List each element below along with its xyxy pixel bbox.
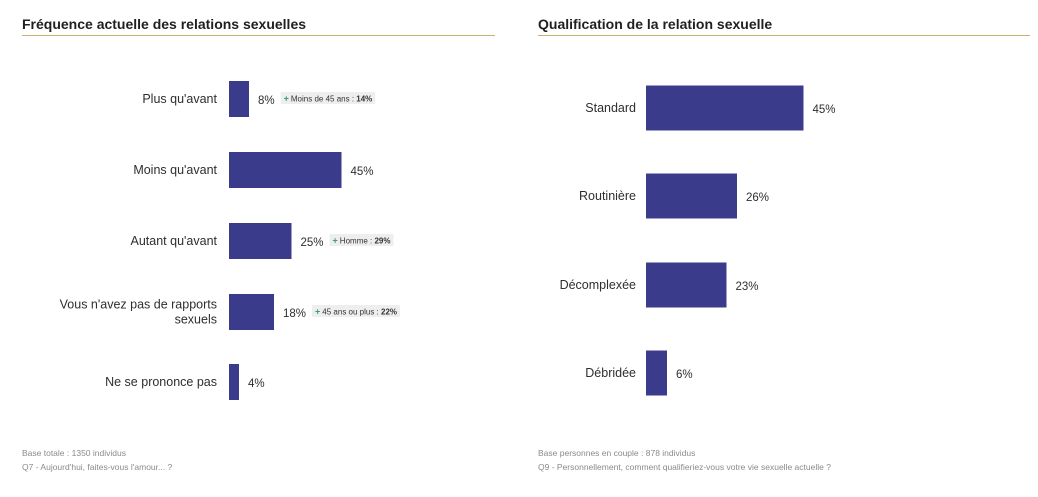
right-chart-title: Qualification de la relation sexuelle <box>538 16 773 32</box>
left-annotation-bg <box>280 92 376 104</box>
right-value-label: 45% <box>813 104 836 116</box>
left-bar <box>229 364 239 400</box>
left-value-label: 45% <box>351 166 374 178</box>
right-bar <box>646 85 804 131</box>
left-chart-title: Fréquence actuelle des relations sexuell… <box>22 16 307 32</box>
left-annotation-bg <box>329 234 394 246</box>
left-footnote-question: Q7 - Aujourd'hui, faites-vous l'amour...… <box>22 462 173 472</box>
left-category-label: Autant qu'avant <box>131 234 218 248</box>
left-value-label: 4% <box>248 378 265 390</box>
left-annotation-value: 22% <box>381 308 397 317</box>
right-value-label: 23% <box>736 281 759 293</box>
left-bar <box>229 152 342 188</box>
left-annotation-text: + Homme : 29% <box>333 236 391 246</box>
right-footnote-question: Q9 - Personnellement, comment qualifieri… <box>538 462 831 472</box>
plus-icon: + <box>333 236 338 246</box>
right-bar <box>646 262 727 308</box>
left-annotation-bg <box>312 305 401 317</box>
plus-icon: + <box>315 307 320 317</box>
left-annotation-tag: + Moins de 45 ans : 14% <box>280 92 376 104</box>
right-footnote-base: Base personnes en couple : 878 individus <box>538 448 696 458</box>
left-annotation-label: Moins de 45 ans : <box>291 95 356 104</box>
right-bar-chart: Standard 45% Routinière 26% Décomplexée 23% Dé… <box>560 85 836 396</box>
left-category-label: Vous n'avez pas de rapports <box>60 298 217 312</box>
right-title-rule <box>538 35 1030 36</box>
right-bar <box>646 350 667 396</box>
right-value-label: 6% <box>676 369 693 381</box>
left-category-label: Ne se prononce pas <box>105 375 217 389</box>
right-category-label: Débridée <box>585 366 636 380</box>
left-bar <box>229 223 292 259</box>
left-value-label: 25% <box>301 237 324 249</box>
right-category-label: Routinière <box>579 189 636 203</box>
left-annotation-text: +45 ans ou plus : 22% <box>315 307 397 317</box>
plus-icon: + <box>284 94 289 104</box>
left-bar <box>229 294 274 330</box>
left-category-label: sexuels <box>175 313 217 327</box>
left-footnote-base: Base totale : 1350 individus <box>22 448 126 458</box>
right-category-label: Standard <box>585 101 636 115</box>
left-value-label: 8% <box>258 95 275 107</box>
right-category-label: Décomplexée <box>560 278 636 292</box>
left-bar <box>229 81 249 117</box>
left-annotation-text: + Moins de 45 ans : 14% <box>284 94 373 104</box>
left-category-label: Moins qu'avant <box>133 163 217 177</box>
left-annotation-label: 45 ans ou plus : <box>322 308 381 317</box>
left-annotation-value: 14% <box>356 95 372 104</box>
right-value-label: 26% <box>746 192 769 204</box>
left-chart-panel: Fréquence actuelle des relations sexuell… <box>22 16 495 472</box>
left-title-rule <box>22 35 495 36</box>
left-bar-chart: Plus qu'avant 8% + Moins de 45 ans : 14%Moi… <box>60 81 401 400</box>
right-bar <box>646 173 737 219</box>
right-chart-panel: Qualification de la relation sexuelle St… <box>519 0 1038 497</box>
left-value-label: 18% <box>283 308 306 320</box>
left-annotation-label: Homme : <box>340 237 375 246</box>
left-category-label: Plus qu'avant <box>142 92 217 106</box>
left-annotation-tag: + Homme : 29% <box>329 234 394 246</box>
left-annotation-tag: +45 ans ou plus : 22% <box>312 305 401 317</box>
left-annotation-value: 29% <box>374 237 390 246</box>
